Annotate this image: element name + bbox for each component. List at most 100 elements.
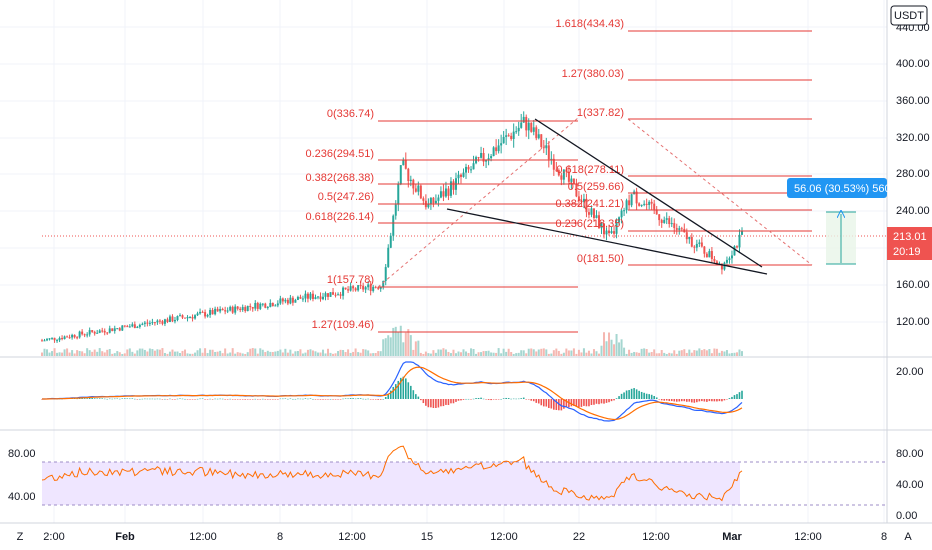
volume-bar — [281, 352, 284, 356]
macd-hist-bar — [332, 399, 334, 400]
macd-hist-bar — [219, 398, 221, 400]
volume-bar — [229, 352, 232, 356]
candle-body — [151, 322, 154, 324]
measure-label[interactable]: 56.06 (30.53%) 5606 — [787, 178, 897, 198]
volume-bar — [367, 350, 370, 356]
candle-body — [552, 158, 555, 170]
macd-hist-bar — [264, 399, 267, 400]
macd-hist-bar — [563, 399, 565, 409]
macd-hist-bar — [505, 397, 507, 399]
macd-hist-bar — [575, 399, 578, 407]
volume-bar — [196, 350, 199, 356]
macd-hist-bar — [432, 399, 435, 408]
volume-bar — [256, 353, 259, 356]
macd-hist-bar — [256, 399, 259, 400]
macd-hist-bar — [101, 398, 104, 399]
price-axis[interactable]: 440.00 400.00 360.00 320.00 280.00 240.0… — [896, 22, 930, 328]
candle-body — [705, 253, 708, 258]
macd-hist-bar — [615, 398, 618, 399]
candle-body — [592, 208, 595, 219]
candle-body — [319, 296, 322, 300]
volume-bar — [194, 352, 197, 356]
fib-lower[interactable]: 1(157.78) 1.27(109.46) — [312, 274, 578, 333]
macd-hist-bar — [696, 399, 698, 403]
candle-body — [367, 284, 370, 288]
fib-middle[interactable]: 0(336.74) 0.236(294.51) 0.382(268.38) 0.… — [306, 108, 579, 288]
candle-body — [116, 328, 119, 330]
macd-hist-bar — [701, 399, 703, 402]
volume-bar — [246, 352, 249, 356]
wedge-upper-trendline[interactable] — [534, 118, 763, 268]
auto-scale-button[interactable]: A — [904, 531, 912, 543]
candle-body — [118, 328, 121, 331]
macd-hist-bar — [194, 399, 196, 400]
volume-bar — [424, 351, 427, 356]
time-tick: 12:00 — [794, 531, 822, 543]
volume-bar — [294, 351, 297, 356]
fib-upper[interactable]: 1.618(434.43) 1.27(380.03) 1(337.82) 0.6… — [556, 18, 813, 266]
macd-hist-bar — [593, 399, 595, 405]
fib-mid-label-05: 0.5(247.26) — [318, 191, 374, 203]
currency-button[interactable]: USDT — [890, 5, 928, 26]
macd-hist-bar — [427, 399, 430, 408]
candle-body — [311, 293, 314, 299]
volume-bar — [537, 349, 540, 356]
macd-hist-bar — [527, 399, 530, 400]
volume-bar — [337, 351, 340, 356]
candle-body — [301, 298, 304, 300]
candle-body — [562, 169, 565, 180]
macd-hist-bar — [214, 398, 216, 400]
volume-bar — [241, 353, 244, 356]
volume-bar — [640, 348, 643, 356]
macd-hist-bar — [425, 399, 427, 406]
candle-body — [141, 323, 144, 325]
candle-body — [196, 313, 199, 316]
macd-hist-bar — [595, 399, 598, 404]
volume-bar — [505, 351, 508, 356]
volume-bar — [542, 348, 545, 356]
candle-body — [76, 337, 79, 339]
volume-bar — [68, 352, 71, 356]
candle-body — [610, 231, 613, 234]
candle-body — [251, 306, 254, 309]
volume-bar — [613, 344, 616, 356]
volume-bar — [710, 353, 713, 356]
candle-body — [532, 127, 535, 132]
macd-hist-bar — [430, 399, 432, 408]
macd-hist-bar — [450, 399, 452, 404]
volume-bar — [184, 349, 187, 356]
volume-bar — [191, 353, 194, 356]
macd-hist-bar — [164, 398, 166, 400]
candle-body — [444, 188, 447, 197]
macd-hist-bar — [573, 399, 575, 406]
candle-body — [427, 204, 430, 208]
candle-body — [700, 242, 703, 247]
time-axis[interactable]: 2:00 Feb 12:00 8 12:00 15 12:00 22 12:00… — [43, 531, 887, 543]
volume-bar — [78, 351, 81, 356]
candle-body — [48, 338, 51, 340]
macd-hist-bar — [713, 399, 716, 402]
candle-body — [465, 166, 468, 173]
candle-body — [211, 309, 214, 315]
volume-bar — [645, 349, 648, 356]
volume-bar — [432, 350, 435, 356]
volume-bar — [41, 352, 43, 356]
volume-bar — [306, 349, 309, 356]
macd-hist-bar — [585, 399, 588, 407]
wedge-lower-trendline[interactable] — [446, 208, 768, 275]
time-tick: Mar — [722, 531, 742, 543]
timezone-button[interactable]: Z — [17, 531, 24, 543]
candle-body — [249, 305, 252, 307]
volume-bar — [239, 352, 242, 356]
macd-hist-bar — [731, 396, 733, 399]
macd-hist-bar — [412, 390, 415, 399]
volume-bar — [254, 348, 257, 356]
volume-bar — [650, 352, 653, 356]
volume-bar — [487, 350, 490, 356]
volume-bar — [43, 348, 46, 356]
macd-hist-bar — [492, 399, 495, 400]
candle-body — [51, 337, 54, 339]
candle-body — [244, 307, 247, 312]
volume-bar — [628, 349, 631, 356]
